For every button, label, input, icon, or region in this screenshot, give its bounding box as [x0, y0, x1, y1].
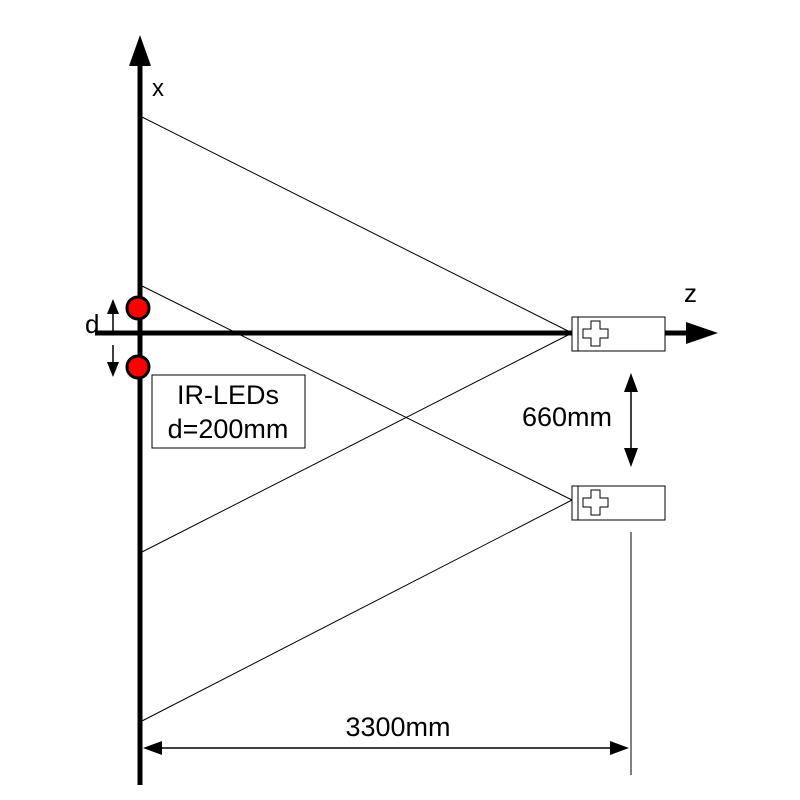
led-bottom [125, 354, 151, 380]
d-marker [107, 299, 119, 377]
offset-dimension [624, 373, 638, 467]
x-axis-label: x [152, 75, 164, 102]
rays [139, 115, 632, 775]
camera-lower [571, 485, 666, 521]
z-axis-label: z [684, 278, 697, 308]
distance-dimension [143, 741, 629, 755]
ir-leds-box: IR-LEDs d=200mm [151, 374, 306, 449]
cross-icon [582, 320, 609, 347]
cross-icon [582, 489, 609, 516]
ir-leds-distance: d=200mm [168, 414, 289, 444]
arrow-head-icon [686, 322, 718, 344]
ray-upper-top [139, 115, 573, 334]
d-label: d [85, 309, 99, 339]
ir-leds-title: IR-LEDs [177, 380, 279, 410]
ray-lower-bottom [139, 499, 573, 723]
arrow-head-icon [129, 35, 151, 66]
ray-lower-top [139, 284, 573, 501]
ray-upper-bottom [139, 332, 573, 554]
offset-label: 660mm [522, 402, 612, 432]
led-top [125, 295, 151, 321]
camera-upper [571, 316, 666, 352]
x-axis [129, 35, 151, 785]
distance-label: 3300mm [345, 712, 450, 742]
